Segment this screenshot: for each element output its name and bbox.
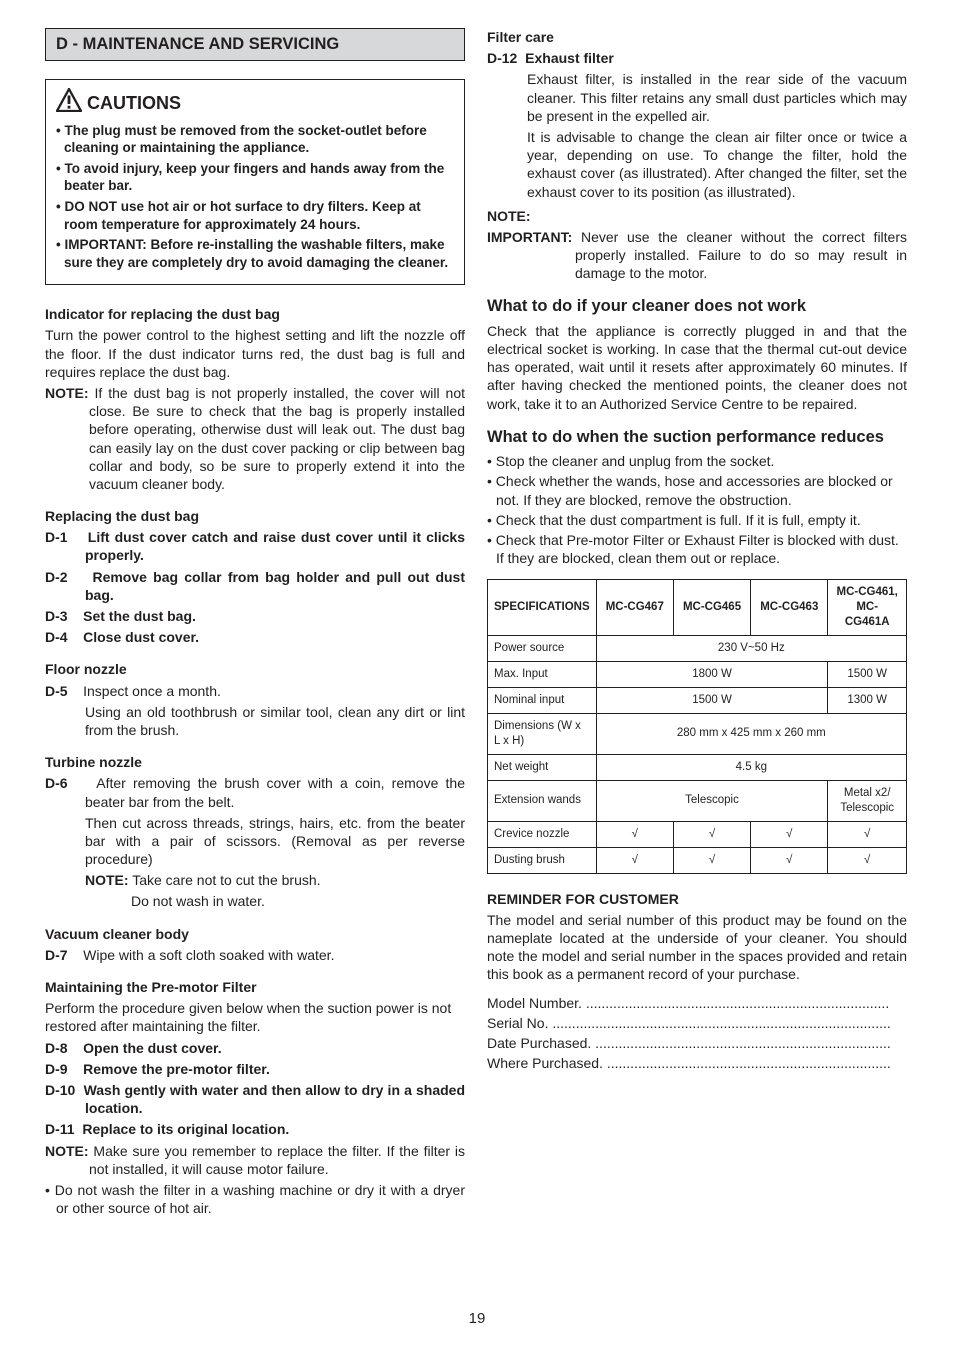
spec-value: √ <box>828 847 907 873</box>
suction-item: • Check that Pre-motor Filter or Exhaust… <box>487 531 907 567</box>
page-number: 19 <box>0 1309 954 1329</box>
spec-value: √ <box>828 821 907 847</box>
d-item: D-9 Remove the pre-motor filter. <box>45 1060 465 1078</box>
turbine-note2: Do not wash in water. <box>45 892 465 910</box>
filter-care-body: Exhaust filter, is installed in the rear… <box>487 70 907 125</box>
section-header: D - MAINTENANCE AND SERVICING <box>45 28 465 61</box>
spec-value: √ <box>596 847 673 873</box>
replacing-heading: Replacing the dust bag <box>45 507 465 525</box>
spec-value: 1300 W <box>828 688 907 714</box>
note-label: NOTE: <box>45 385 89 401</box>
filter-care-body2: It is advisable to change the clean air … <box>487 128 907 201</box>
suction-item: • Check whether the wands, hose and acce… <box>487 472 907 508</box>
fill-line: Where Purchased. .......................… <box>487 1054 907 1072</box>
suction-heading: What to do when the suction performance … <box>487 427 907 448</box>
spec-value: Metal x2/ Telescopic <box>828 780 907 821</box>
important-note: IMPORTANT: Never use the cleaner without… <box>487 228 907 283</box>
spec-value: 280 mm x 425 mm x 260 mm <box>596 714 906 755</box>
d-item: D-2 Remove bag collar from bag holder an… <box>45 568 465 604</box>
spec-value: √ <box>673 821 750 847</box>
warning-icon <box>56 88 82 118</box>
spec-value: 1800 W <box>596 662 828 688</box>
spec-label: Crevice nozzle <box>488 821 597 847</box>
fill-line: Model Number. ..........................… <box>487 994 907 1012</box>
d-item: D-12 Exhaust filter <box>487 49 907 67</box>
caution-bullet: • To avoid injury, keep your fingers and… <box>56 160 454 195</box>
spec-label: Nominal input <box>488 688 597 714</box>
fill-line: Date Purchased. ........................… <box>487 1034 907 1052</box>
premotor-heading: Maintaining the Pre-motor Filter <box>45 978 465 996</box>
spec-label: Dusting brush <box>488 847 597 873</box>
indicator-heading: Indicator for replacing the dust bag <box>45 305 465 323</box>
d-item: D-5 Inspect once a month. <box>45 682 465 700</box>
spec-label: Power source <box>488 636 597 662</box>
spec-header: SPECIFICATIONS <box>488 580 597 636</box>
vacuum-body-heading: Vacuum cleaner body <box>45 925 465 943</box>
not-work-heading: What to do if your cleaner does not work <box>487 296 907 317</box>
d-item: D-11 Replace to its original location. <box>45 1120 465 1138</box>
d-item: D-8 Open the dust cover. <box>45 1039 465 1057</box>
turbine-body: Then cut across threads, strings, hairs,… <box>45 814 465 869</box>
premotor-trail: • Do not wash the filter in a washing ma… <box>45 1181 465 1217</box>
turbine-heading: Turbine nozzle <box>45 753 465 771</box>
d-item: D-7 Wipe with a soft cloth soaked with w… <box>45 946 465 964</box>
caution-title: CAUTIONS <box>56 88 454 118</box>
caution-bullet: • The plug must be removed from the sock… <box>56 122 454 157</box>
spec-value: √ <box>751 821 828 847</box>
filter-care-heading: Filter care <box>487 28 907 46</box>
spec-header: MC-CG467 <box>596 580 673 636</box>
spec-value: Telescopic <box>596 780 828 821</box>
suction-item: • Stop the cleaner and unplug from the s… <box>487 452 907 470</box>
caution-title-text: CAUTIONS <box>87 92 181 115</box>
spec-header: MC-CG465 <box>673 580 750 636</box>
d-item: D-4 Close dust cover. <box>45 628 465 646</box>
indicator-note: NOTE: If the dust bag is not properly in… <box>45 384 465 493</box>
reminder-body: The model and serial number of this prod… <box>487 911 907 984</box>
spec-value: 4.5 kg <box>596 754 906 780</box>
reminder-heading: REMINDER FOR CUSTOMER <box>487 890 907 908</box>
spec-label: Dimensions (W x L x H) <box>488 714 597 755</box>
premotor-note: NOTE: Make sure you remember to replace … <box>45 1142 465 1178</box>
caution-box: CAUTIONS • The plug must be removed from… <box>45 79 465 285</box>
spec-table: SPECIFICATIONS MC-CG467 MC-CG465 MC-CG46… <box>487 579 907 873</box>
note-label: NOTE: <box>487 207 907 225</box>
suction-list: • Stop the cleaner and unplug from the s… <box>487 452 907 567</box>
d-item: D-1 Lift dust cover catch and raise dust… <box>45 528 465 564</box>
turbine-note: NOTE: Take care not to cut the brush. <box>45 871 465 889</box>
floor-nozzle-body: Using an old toothbrush or similar tool,… <box>45 703 465 739</box>
suction-item: • Check that the dust compartment is ful… <box>487 511 907 529</box>
spec-value: √ <box>751 847 828 873</box>
spec-value: 1500 W <box>596 688 828 714</box>
d-item: D-6 After removing the brush cover with … <box>45 774 465 810</box>
caution-bullet: • IMPORTANT: Before re-installing the wa… <box>56 236 454 271</box>
spec-header: MC-CG461, MC-CG461A <box>828 580 907 636</box>
not-work-body: Check that the appliance is correctly pl… <box>487 322 907 413</box>
note-body: If the dust bag is not properly installe… <box>89 385 465 492</box>
spec-value: √ <box>673 847 750 873</box>
caution-bullet: • DO NOT use hot air or hot surface to d… <box>56 198 454 233</box>
spec-label: Max. Input <box>488 662 597 688</box>
spec-label: Net weight <box>488 754 597 780</box>
indicator-body: Turn the power control to the highest se… <box>45 326 465 381</box>
caution-bullets: • The plug must be removed from the sock… <box>56 122 454 271</box>
floor-nozzle-heading: Floor nozzle <box>45 660 465 678</box>
d-item: D-10 Wash gently with water and then all… <box>45 1081 465 1117</box>
spec-label: Extension wands <box>488 780 597 821</box>
spec-value: 230 V~50 Hz <box>596 636 906 662</box>
spec-header: MC-CG463 <box>751 580 828 636</box>
d-item: D-3 Set the dust bag. <box>45 607 465 625</box>
spec-value: √ <box>596 821 673 847</box>
premotor-intro: Perform the procedure given below when t… <box>45 999 465 1035</box>
spec-value: 1500 W <box>828 662 907 688</box>
fill-line: Serial No. .............................… <box>487 1014 907 1032</box>
